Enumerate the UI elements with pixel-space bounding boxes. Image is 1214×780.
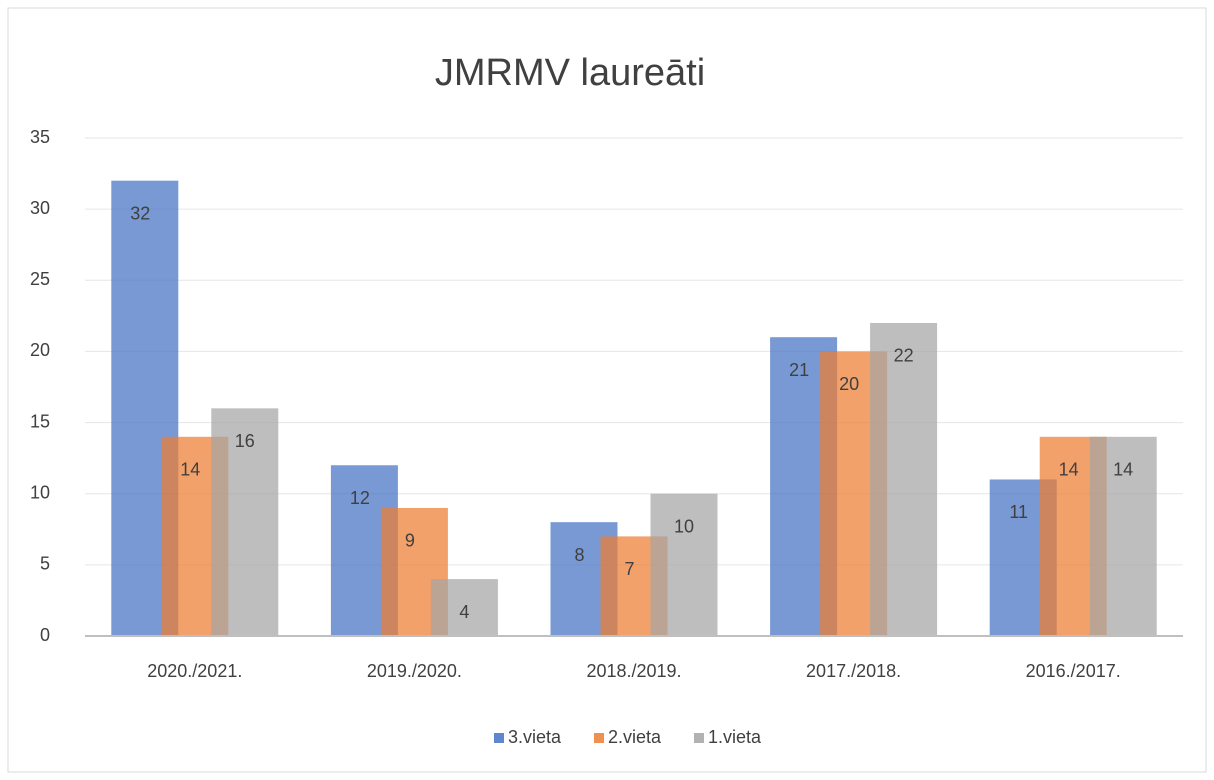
data-label: 9 [405, 531, 415, 551]
x-tick-label: 2020./2021. [147, 661, 242, 681]
data-label: 32 [130, 203, 150, 223]
x-tick-label: 2019./2020. [367, 661, 462, 681]
chart-title: JMRMV laureāti [435, 52, 705, 94]
y-tick-label: 30 [30, 198, 50, 218]
y-tick-label: 10 [30, 482, 50, 502]
legend-label: 1.vieta [708, 727, 762, 747]
bar [211, 408, 279, 636]
y-tick-label: 25 [30, 269, 50, 289]
y-tick-label: 20 [30, 340, 50, 360]
data-label: 20 [839, 374, 859, 394]
bar [1089, 436, 1157, 636]
y-tick-label: 5 [40, 554, 50, 574]
data-label: 16 [235, 431, 255, 451]
data-label: 11 [1009, 502, 1028, 522]
x-tick-label: 2017./2018. [806, 661, 901, 681]
chart-border [7, 7, 1207, 773]
legend-label: 3.vieta [508, 727, 562, 747]
legend-marker [694, 733, 704, 743]
y-tick-label: 35 [30, 127, 50, 147]
x-tick-label: 2016./2017. [1026, 661, 1121, 681]
data-label: 14 [1113, 460, 1133, 480]
legend-marker [494, 733, 504, 743]
data-label: 14 [180, 460, 200, 480]
y-tick-label: 15 [30, 411, 50, 431]
legend-label: 2.vieta [608, 727, 662, 747]
bar [650, 493, 718, 636]
data-label: 12 [350, 488, 370, 508]
data-label: 10 [674, 516, 694, 536]
bar [870, 322, 938, 636]
data-label: 21 [789, 360, 809, 380]
data-label: 4 [459, 602, 469, 622]
data-label: 22 [894, 346, 914, 366]
data-label: 7 [624, 559, 634, 579]
data-label: 14 [1059, 460, 1079, 480]
x-tick-label: 2018./2019. [586, 661, 681, 681]
bar [430, 579, 498, 636]
y-tick-label: 0 [40, 625, 50, 645]
legend-marker [594, 733, 604, 743]
data-label: 8 [574, 545, 584, 565]
